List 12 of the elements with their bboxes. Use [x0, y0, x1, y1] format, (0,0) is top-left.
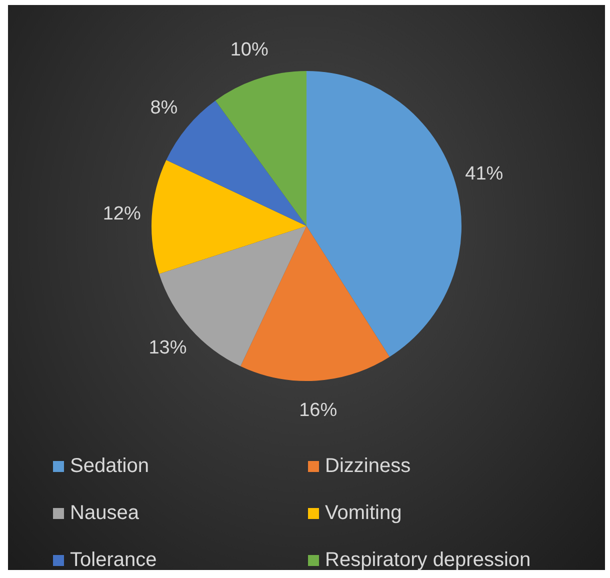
legend-label: Respiratory depression [325, 549, 531, 572]
legend-label: Dizziness [325, 455, 411, 478]
data-label: 8% [150, 97, 178, 118]
data-label: 41% [465, 164, 504, 185]
legend-label: Tolerance [70, 549, 157, 572]
data-label: 16% [299, 400, 338, 421]
data-label: 10% [230, 39, 268, 60]
data-label: 13% [148, 338, 187, 359]
data-label: 12% [102, 204, 141, 225]
legend-label: Sedation [70, 455, 149, 478]
legend-label: Nausea [70, 502, 139, 525]
legend-label: Vomiting [325, 502, 402, 525]
